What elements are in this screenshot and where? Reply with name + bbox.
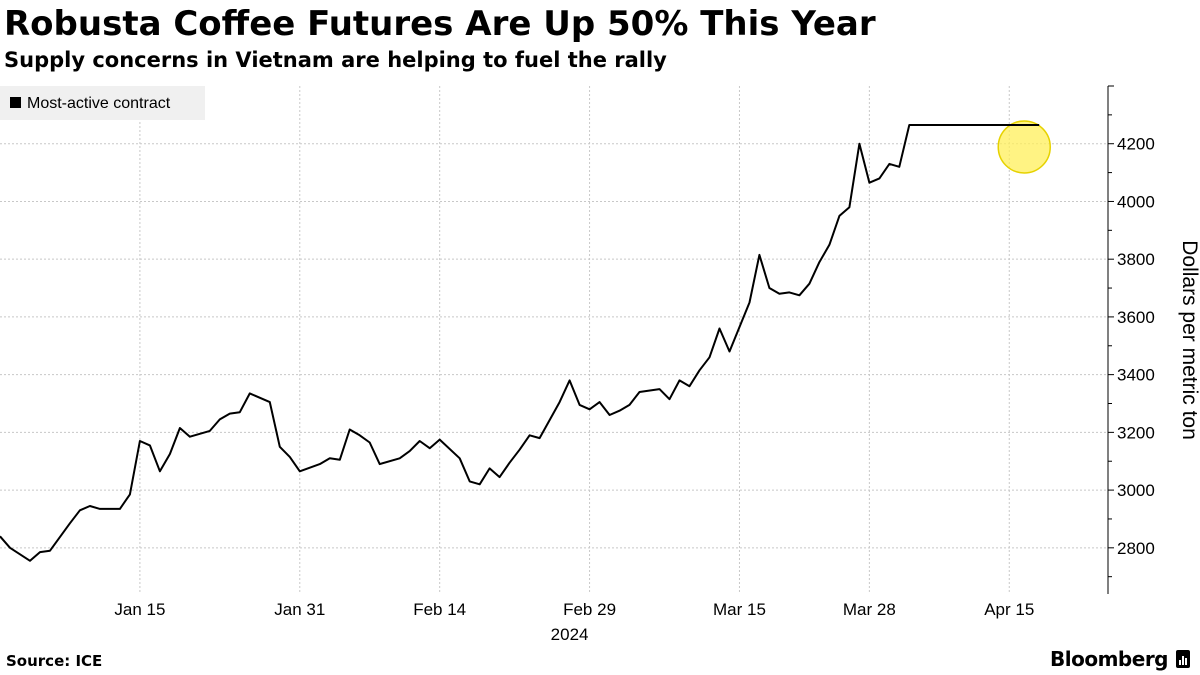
latest-value-highlight: [997, 120, 1051, 174]
bloomberg-chart-icon: [1176, 650, 1190, 668]
x-tick-label: Mar 28: [843, 600, 896, 619]
y-axis-title: Dollars per metric ton: [1178, 240, 1200, 440]
x-tick-label: Jan 15: [114, 600, 165, 619]
source-note: Source: ICE: [6, 652, 103, 670]
x-tick-label: Feb 14: [413, 600, 466, 619]
legend-swatch: [10, 97, 21, 108]
y-tick-label: 3400: [1117, 366, 1155, 385]
axis-layer: 2800 3000 3200 3400 3600 3800 4000 4200 Jan 15 Ja…: [114, 85, 1155, 644]
brand-logo: Bloomberg: [1050, 647, 1190, 671]
legend-label: Most-active contract: [27, 95, 171, 112]
y-tick-label: 4200: [1117, 135, 1155, 154]
grid-layer: [0, 86, 1108, 594]
y-tick-label: 3800: [1117, 250, 1155, 269]
brand-name: Bloomberg: [1050, 647, 1168, 671]
y-tick-label: 2800: [1117, 539, 1155, 558]
y-tick-label: 3200: [1117, 423, 1155, 442]
x-year-label: 2024: [551, 625, 589, 644]
x-tick-label: Mar 15: [713, 600, 766, 619]
y-tick-label: 3600: [1117, 308, 1155, 327]
y-tick-label: 4000: [1117, 192, 1155, 211]
series-layer: [0, 120, 1051, 562]
y-tick-label: 3000: [1117, 481, 1155, 500]
chart-subtitle: Supply concerns in Vietnam are helping t…: [4, 48, 667, 72]
x-tick-label: Apr 15: [984, 600, 1034, 619]
x-tick-label: Feb 29: [563, 600, 616, 619]
x-tick-label: Jan 31: [274, 600, 325, 619]
legend-box: [0, 86, 205, 120]
chart-title: Robusta Coffee Futures Are Up 50% This Y…: [4, 4, 876, 44]
series-line-most-active: [0, 124, 1040, 562]
